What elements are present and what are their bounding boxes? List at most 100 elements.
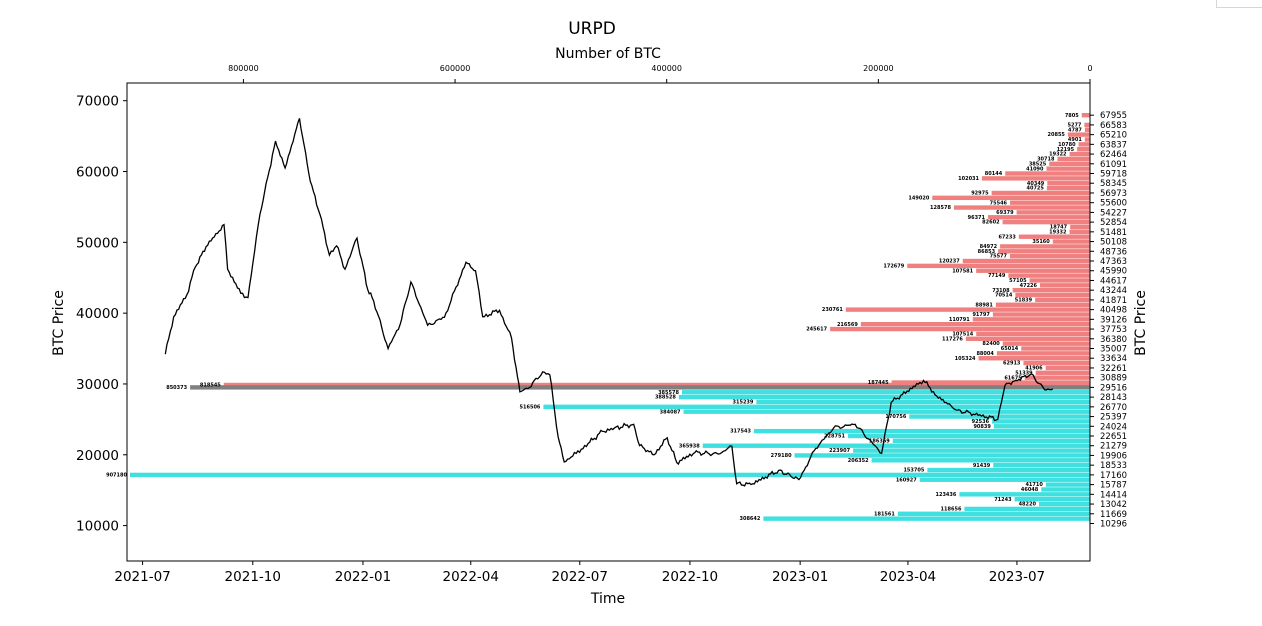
urpd-bar <box>860 322 1090 327</box>
urpd-bar <box>1005 171 1090 176</box>
urpd-bar <box>129 472 1090 478</box>
urpd-bar <box>978 356 1090 361</box>
urpd-bar-label: 80144 <box>985 171 1003 177</box>
urpd-bar <box>1057 156 1090 162</box>
right-tick-label: 52854 <box>1100 218 1127 228</box>
urpd-bar-label: 516506 <box>520 404 541 410</box>
y-tick-label: 20000 <box>76 448 119 464</box>
urpd-bar <box>892 438 1090 444</box>
urpd-bar-label: 19322 <box>1049 152 1067 158</box>
urpd-bar <box>1021 346 1090 351</box>
urpd-bar <box>1000 244 1090 249</box>
urpd-bar-label: 388528 <box>655 395 676 401</box>
urpd-bar-label: 170756 <box>885 414 906 420</box>
x-tick-label: 2023-04 <box>880 569 936 585</box>
urpd-bar-label: 51839 <box>1015 297 1033 303</box>
urpd-bar <box>753 428 1090 434</box>
urpd-bar-label: 65014 <box>1001 346 1019 352</box>
right-tick-label: 36380 <box>1100 335 1127 345</box>
x-tick-label: 2021-07 <box>114 569 170 585</box>
urpd-bar-label: 102031 <box>958 176 979 182</box>
x-tick-label: 2022-04 <box>443 569 499 585</box>
urpd-bar <box>992 419 1090 424</box>
urpd-bar-label: 818545 <box>200 383 221 389</box>
right-tick-label: 25397 <box>1100 413 1127 423</box>
urpd-bar <box>909 414 1090 419</box>
right-tick-label: 66583 <box>1100 121 1127 131</box>
urpd-bar <box>1041 487 1090 492</box>
urpd-bar-label: 117276 <box>942 336 963 342</box>
urpd-bar-label: 57105 <box>1009 278 1027 284</box>
urpd-bar-label: 160927 <box>896 477 917 483</box>
urpd-bar <box>993 424 1090 429</box>
x-axis: 2021-07 2021-10 2022-01 2022-04 2022-07 2022-… <box>114 561 1045 585</box>
right-axis: 6795566583652106383762464610915971858345… <box>1090 111 1127 529</box>
urpd-bar <box>681 390 1090 395</box>
right-tick-label: 37753 <box>1100 325 1127 335</box>
urpd-bar <box>996 351 1090 356</box>
urpd-bar <box>1035 297 1090 303</box>
urpd-bar <box>223 382 1090 388</box>
right-tick-label: 59718 <box>1100 170 1127 180</box>
urpd-bar-label: 181561 <box>874 511 895 517</box>
urpd-bar <box>907 263 1090 269</box>
urpd-bar <box>756 399 1090 405</box>
urpd-bar-label: 907180 <box>106 472 127 478</box>
urpd-bar-label: 40349 <box>1027 181 1045 187</box>
urpd-bar <box>982 176 1090 181</box>
right-tick-label: 22651 <box>1100 432 1127 442</box>
urpd-bar-label: 228751 <box>824 434 845 440</box>
urpd-bar-label: 47226 <box>1020 283 1038 289</box>
urpd-bar <box>932 195 1090 201</box>
urpd-bar <box>962 258 1090 264</box>
urpd-bar <box>891 380 1090 385</box>
urpd-bar-label: 38525 <box>1029 161 1047 167</box>
urpd-bar-label: 75546 <box>990 200 1008 206</box>
right-tick-label: 28143 <box>1100 393 1127 403</box>
urpd-bar <box>1084 137 1090 142</box>
urpd-bar-label: 88981 <box>975 302 993 308</box>
x-tick-label: 2023-07 <box>989 569 1045 585</box>
urpd-bar-label: 84972 <box>980 244 998 250</box>
urpd-bar-label: 7805 <box>1065 113 1079 119</box>
right-tick-label: 61091 <box>1100 160 1127 170</box>
urpd-bar <box>1014 496 1090 502</box>
urpd-bar-label: 92536 <box>972 419 990 425</box>
right-tick-label: 40498 <box>1100 306 1127 316</box>
urpd-bar <box>1002 219 1090 225</box>
y-tick-label: 50000 <box>76 235 119 251</box>
right-tick-label: 65210 <box>1100 131 1127 141</box>
urpd-bar-label: 5277 <box>1067 123 1081 129</box>
urpd-bar <box>871 458 1090 463</box>
urpd-bar-label: 279180 <box>771 453 792 459</box>
urpd-bar-label: 317543 <box>730 429 751 435</box>
urpd-bar-label: 46048 <box>1021 487 1039 493</box>
urpd-bar-label: 230761 <box>822 307 843 313</box>
x-axis-label: Time <box>590 591 625 607</box>
urpd-bar-label: 223907 <box>829 448 850 454</box>
urpd-bar-label: 118656 <box>941 507 962 513</box>
right-tick-label: 41871 <box>1100 296 1127 306</box>
urpd-bar <box>702 443 1090 448</box>
urpd-bar <box>1077 147 1090 152</box>
urpd-bar <box>190 385 1090 390</box>
urpd-bar-label: 69379 <box>996 210 1014 216</box>
y-tick-label: 30000 <box>76 377 119 393</box>
right-tick-label: 10296 <box>1100 519 1127 529</box>
right-tick-label: 47363 <box>1100 257 1127 267</box>
urpd-bar-label: 123436 <box>935 492 956 498</box>
urpd-bar <box>683 409 1090 414</box>
x-tick-label: 2022-10 <box>662 569 718 585</box>
urpd-bar-label: 92975 <box>971 191 989 197</box>
urpd-bar <box>1012 287 1090 293</box>
urpd-bar-labels: 7805 527747872085549011078012195193223071… <box>106 113 1082 522</box>
urpd-bar <box>794 453 1090 458</box>
urpd-bar-label: 105324 <box>955 356 976 362</box>
urpd-bar-label: 82602 <box>982 220 1000 226</box>
urpd-bar-label: 107514 <box>952 332 973 338</box>
urpd-bar-label: 61675 <box>1004 375 1022 381</box>
right-tick-label: 67955 <box>1100 111 1127 121</box>
right-tick-label: 45990 <box>1100 267 1127 277</box>
urpd-bar <box>853 448 1090 453</box>
